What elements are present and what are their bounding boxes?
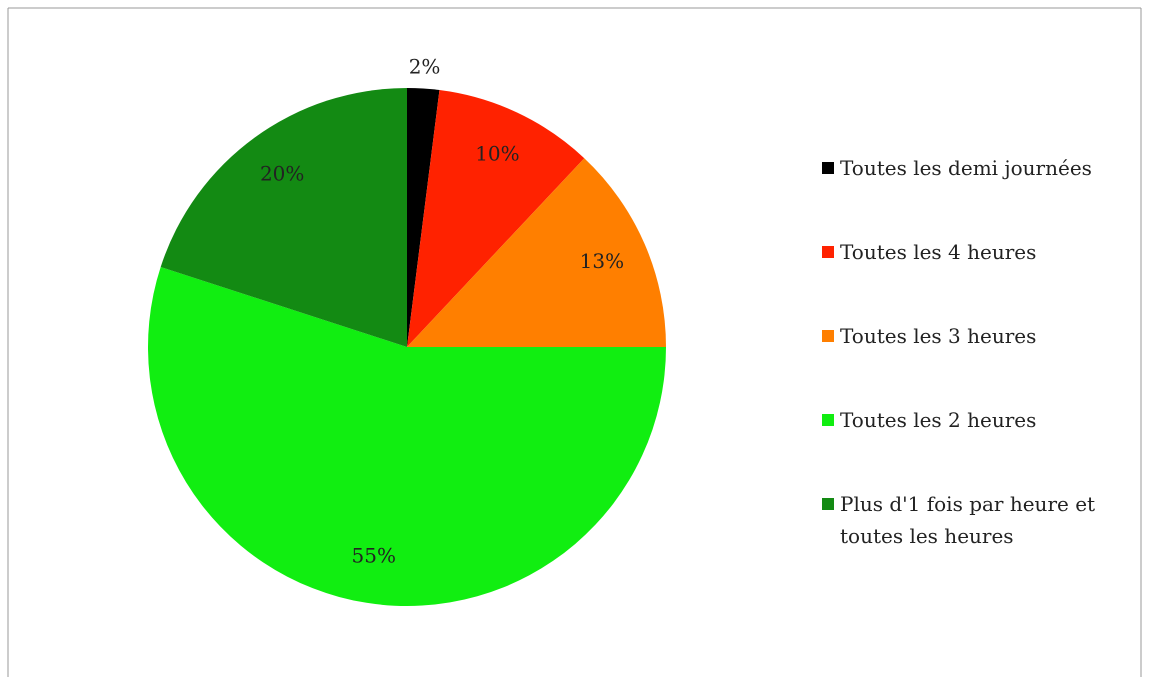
pie-slice [407, 158, 666, 347]
legend-swatch [822, 414, 834, 426]
legend-label: Toutes les 4 heures [840, 240, 1037, 264]
pie-slice [407, 90, 585, 347]
legend-item: Toutes les 4 heures [822, 236, 1132, 268]
data-label: 20% [260, 162, 304, 186]
legend-item: Plus d'1 fois par heure et toutes les he… [822, 488, 1132, 552]
legend: Toutes les demi journées Toutes les 4 heu… [822, 152, 1132, 604]
legend-swatch [822, 246, 834, 258]
legend-swatch [822, 498, 834, 510]
data-label: 10% [475, 141, 519, 165]
legend-swatch [822, 330, 834, 342]
pie-slice [147, 266, 666, 607]
data-label: 2% [409, 54, 441, 78]
legend-label: Toutes les 2 heures [840, 408, 1037, 432]
pie-slice [407, 88, 440, 347]
legend-item: Toutes les 2 heures [822, 404, 1132, 436]
legend-label: Toutes les 3 heures [840, 324, 1037, 348]
pie-slice [160, 88, 407, 347]
legend-label: Plus d'1 fois par heure et toutes les he… [840, 492, 1096, 548]
data-label: 13% [580, 249, 624, 273]
data-label: 55% [352, 543, 396, 567]
legend-label: Toutes les demi journées [840, 156, 1092, 180]
legend-item: Toutes les demi journées [822, 152, 1132, 184]
legend-item: Toutes les 3 heures [822, 320, 1132, 352]
legend-swatch [822, 162, 834, 174]
